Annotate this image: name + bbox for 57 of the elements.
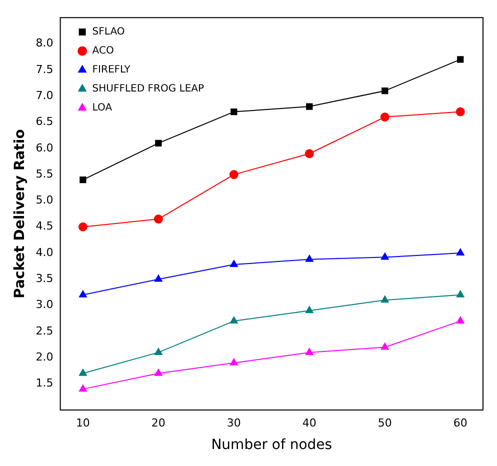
x-tick-label: 30 [226, 416, 241, 430]
point [155, 140, 162, 146]
point [456, 107, 465, 116]
point [78, 384, 87, 392]
point [305, 306, 314, 314]
y-tick-label: 2.0 [36, 350, 54, 364]
point [230, 108, 238, 116]
y-tick-label: 6.0 [36, 141, 54, 154]
y-tick-label: 5.5 [36, 167, 54, 180]
point [154, 368, 162, 376]
y-tick-label: 2.5 [36, 324, 54, 338]
y-tick-label: 8.0 [36, 36, 54, 50]
point [80, 176, 86, 184]
point [78, 368, 87, 376]
legend-label: SFLAO [92, 26, 125, 38]
y-tick-label: 6.5 [36, 115, 54, 128]
point [380, 112, 390, 122]
y-tick-label: 1.5 [36, 376, 54, 390]
point [456, 316, 464, 324]
x-tick-label: 40 [302, 416, 316, 430]
point [380, 342, 389, 350]
point [230, 358, 238, 366]
y-tick-label: 7.5 [36, 62, 54, 76]
point [230, 316, 238, 324]
legend-label: LOA [92, 102, 112, 114]
y-tick-label: 3.5 [36, 272, 54, 286]
point [154, 214, 163, 224]
legend-label: SHUFFLED FROG LEAP [92, 84, 204, 95]
legend-label: FIREFLY [92, 64, 132, 76]
point [305, 254, 314, 262]
y-tick-label: 4.5 [36, 220, 54, 233]
point [456, 290, 464, 298]
y-tick-label: 4.0 [36, 246, 54, 259]
y-axis-title: Packet Delivery Ratio [12, 128, 28, 298]
point [78, 290, 87, 298]
x-tick-label: 50 [378, 416, 392, 430]
y-tick-label: 7.0 [36, 88, 54, 102]
x-tick-label: 20 [151, 416, 166, 430]
point [305, 348, 314, 355]
point [456, 248, 464, 256]
legend-label: ACO [92, 46, 114, 57]
x-tick-label: 10 [76, 416, 90, 430]
x-axis-title: Number of nodes [211, 437, 332, 454]
point [380, 252, 389, 260]
point [380, 296, 389, 303]
point [457, 56, 464, 63]
point [229, 170, 238, 180]
point [78, 222, 88, 232]
point [382, 88, 388, 94]
point [306, 103, 313, 110]
point [230, 260, 238, 268]
point [304, 149, 314, 158]
x-tick-label: 60 [453, 416, 468, 430]
point [154, 348, 162, 355]
y-tick-label: 5.0 [36, 194, 54, 207]
point [154, 274, 162, 282]
y-tick-label: 3.0 [36, 298, 54, 312]
